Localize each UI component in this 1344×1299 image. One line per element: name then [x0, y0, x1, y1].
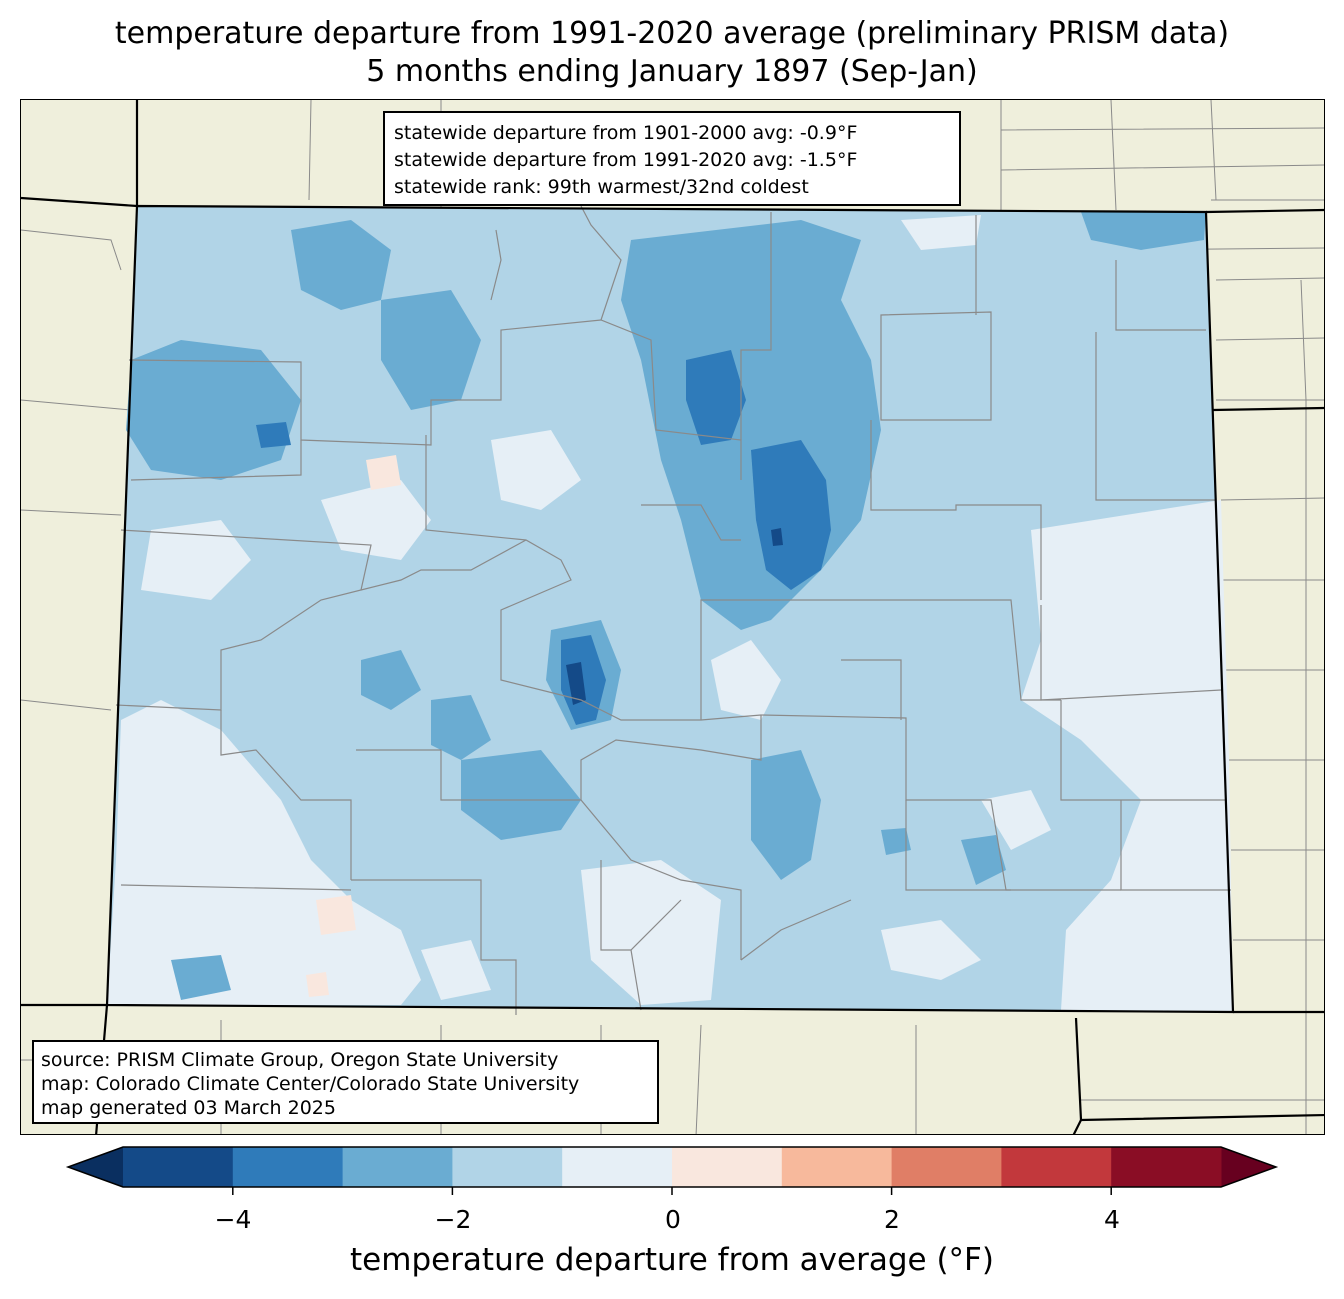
colorado-temperature-map [21, 100, 1324, 1134]
stat-departure-1901-2000: statewide departure from 1901-2000 avg: … [394, 122, 858, 144]
generated-date-line: map generated 03 March 2025 [41, 1097, 336, 1119]
map-credit-line: map: Colorado Climate Center/Colorado St… [41, 1073, 580, 1095]
source-credits-box: source: PRISM Climate Group, Oregon Stat… [32, 1040, 659, 1124]
colorbar-bin [452, 1147, 563, 1187]
map-title-line-2: 5 months ending January 1897 (Sep-Jan) [366, 54, 978, 89]
colorbar-bin [891, 1147, 1002, 1187]
colorbar-label: temperature departure from average (°F) [350, 1242, 994, 1278]
colorbar-tick-label: 4 [1104, 1205, 1120, 1234]
statewide-stats-box: statewide departure from 1901-2000 avg: … [383, 111, 961, 206]
colorbar-tick-label: 0 [665, 1205, 681, 1234]
source-line: source: PRISM Climate Group, Oregon Stat… [41, 1049, 559, 1071]
colorbar-bin [1111, 1147, 1222, 1187]
map-title-line-1: temperature departure from 1991-2020 ave… [114, 16, 1230, 51]
colorbar-outline [65, 1146, 1279, 1188]
slightly-warm-spots [306, 455, 401, 997]
coldest-spots [566, 528, 783, 705]
colorbar-extend-low [68, 1147, 123, 1187]
colorbar-extend-high [1221, 1147, 1276, 1187]
county-lines [115, 205, 1231, 1015]
colorbar-bin [1001, 1147, 1112, 1187]
colorbar-bin [781, 1147, 893, 1187]
colorbar-bin [562, 1147, 673, 1187]
colorbar-bin [342, 1147, 453, 1187]
cold-regions [256, 350, 831, 725]
colorado-base-shading [107, 206, 1233, 1012]
colorbar-bin [232, 1147, 344, 1187]
colorbar-tick-label: −2 [434, 1205, 472, 1234]
colorbar-bin [123, 1147, 234, 1187]
stat-departure-1991-2020: statewide departure from 1991-2020 avg: … [394, 149, 858, 171]
stat-rank: statewide rank: 99th warmest/32nd coldes… [394, 176, 809, 198]
colorbar-bin [672, 1147, 783, 1187]
colorbar [65, 1146, 1279, 1195]
map-panel [20, 99, 1325, 1135]
colorbar-tick-label: −4 [214, 1205, 252, 1234]
colorbar-tick-label: 2 [884, 1205, 900, 1234]
